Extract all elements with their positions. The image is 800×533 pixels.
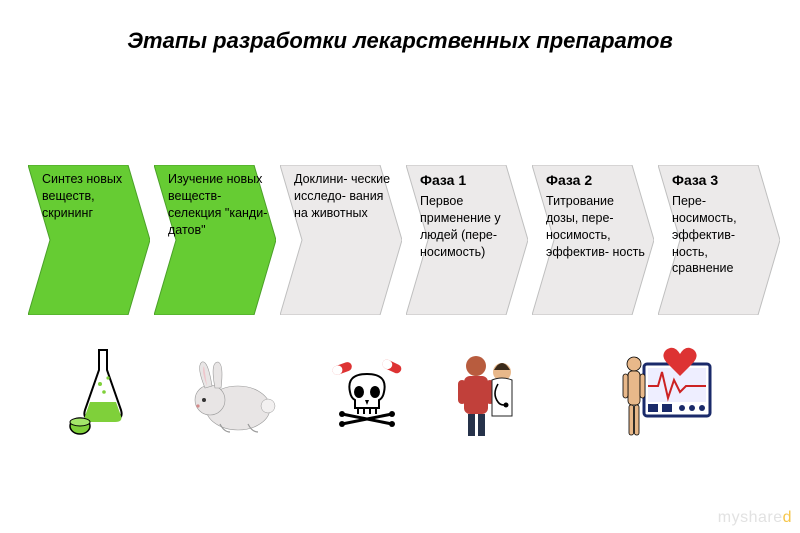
watermark-accent: d	[783, 509, 792, 526]
stage-body: Первое применение у людей (пере- носимос…	[420, 193, 520, 261]
stage-text: Доклини- ческие исследо- вания на животн…	[294, 171, 394, 222]
stages-row: Синтез новых веществ, скрининг Изучение …	[28, 165, 780, 315]
stage-preclinical: Доклини- ческие исследо- вания на животн…	[280, 165, 402, 315]
stage-body: Титрование дозы, пере- носимость, эффект…	[546, 193, 646, 261]
stage-study: Изучение новых веществ- селекция "канди-…	[154, 165, 276, 315]
stage-phase3: Фаза 3 Пере- носимость, эффектив- ность,…	[658, 165, 780, 315]
stage-text: Фаза 2 Титрование дозы, пере- носимость,…	[546, 171, 646, 260]
stage-phase2: Фаза 2 Титрование дозы, пере- носимость,…	[532, 165, 654, 315]
monitor-icon	[620, 344, 716, 447]
doctor-icon	[448, 350, 530, 447]
stage-body: Пере- носимость, эффектив- ность, сравне…	[672, 193, 772, 277]
skull-icon	[328, 358, 406, 441]
page-title: Этапы разработки лекарственных препарато…	[0, 28, 800, 54]
stage-heading: Фаза 2	[546, 171, 646, 190]
stage-synthesis: Синтез новых веществ, скрининг	[28, 165, 150, 315]
stage-heading: Фаза 1	[420, 171, 520, 190]
stage-text: Фаза 3 Пере- носимость, эффектив- ность,…	[672, 171, 772, 277]
watermark-text: myshare	[718, 509, 783, 526]
stage-body: Синтез новых веществ, скрининг	[42, 171, 142, 222]
stage-phase1: Фаза 1 Первое применение у людей (пере- …	[406, 165, 528, 315]
icons-row	[28, 340, 772, 460]
stage-text: Изучение новых веществ- селекция "канди-…	[168, 171, 268, 239]
stage-body: Доклини- ческие исследо- вания на животн…	[294, 171, 394, 222]
stage-text: Синтез новых веществ, скрининг	[42, 171, 142, 222]
stage-text: Фаза 1 Первое применение у людей (пере- …	[420, 171, 520, 260]
rabbit-icon	[188, 358, 283, 441]
flask-icon	[68, 348, 128, 441]
stage-body: Изучение новых веществ- селекция "канди-…	[168, 171, 268, 239]
stage-heading: Фаза 3	[672, 171, 772, 190]
watermark: myshared	[718, 509, 792, 527]
